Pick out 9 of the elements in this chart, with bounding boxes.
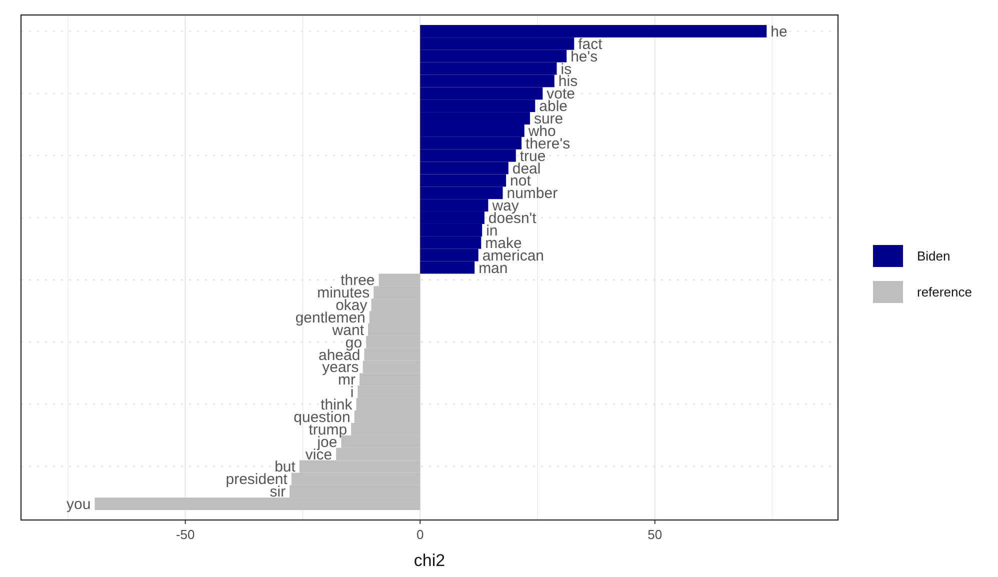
x-tick-label: 0 [416,527,424,542]
x-tick-label: -50 [176,527,195,542]
y-tick-label: you [66,496,91,514]
x-axis-title: chi2 [414,551,446,570]
y-tick-label: there's [526,135,570,152]
legend-label: reference [917,284,972,300]
legend-label: Biden [917,248,950,264]
x-tick-label: 50 [648,527,662,542]
y-tick-label: he [770,23,788,40]
